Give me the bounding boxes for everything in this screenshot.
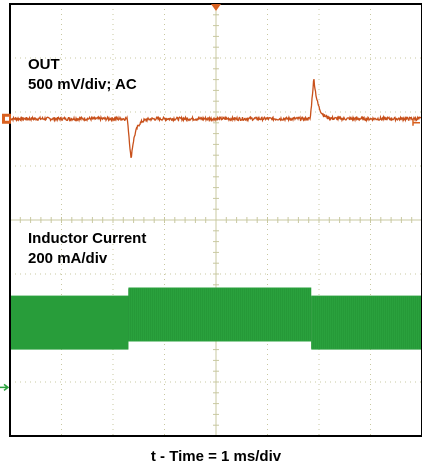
trigger-level-marker bbox=[412, 119, 420, 126]
traces bbox=[9, 78, 422, 350]
inductor-current-ripple bbox=[128, 288, 311, 341]
inductor-current-ripple bbox=[311, 296, 422, 349]
inductor-channel-name: Inductor Current bbox=[28, 230, 146, 247]
out-ground-marker-inner bbox=[5, 116, 9, 121]
out-trace bbox=[9, 78, 422, 159]
out-channel-scale: 500 mV/div; AC bbox=[28, 76, 137, 93]
trigger-position-marker bbox=[211, 4, 221, 11]
grid bbox=[9, 3, 422, 437]
inductor-channel-scale: 200 mA/div bbox=[28, 250, 108, 267]
x-axis-label: t - Time = 1 ms/div bbox=[151, 448, 282, 465]
inductor-current-band bbox=[128, 287, 312, 342]
inductor-ground-marker bbox=[0, 383, 10, 391]
out-channel-name: OUT bbox=[28, 56, 60, 73]
markers bbox=[0, 4, 420, 391]
